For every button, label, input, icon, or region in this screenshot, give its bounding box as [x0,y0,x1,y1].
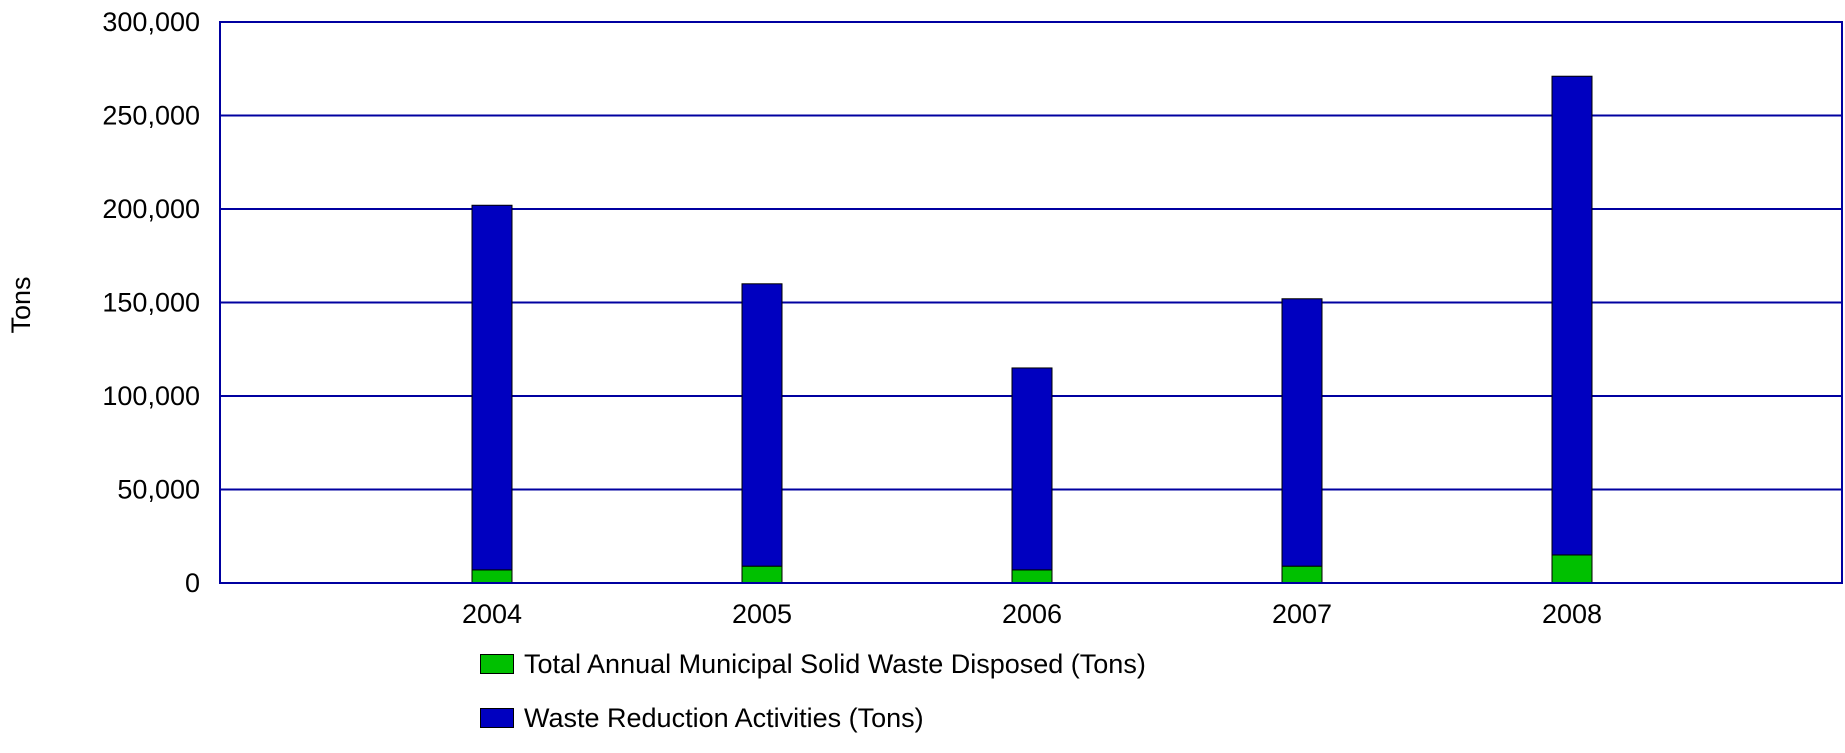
legend-label-disposed: Total Annual Municipal Solid Waste Dispo… [524,648,1146,679]
bar-2006-series-0 [1011,569,1053,584]
bar-2004-series-0 [471,569,513,584]
bar-2004-series-1 [471,204,513,571]
legend-swatch-reduction [480,708,514,728]
y-tick-label: 300,000 [102,7,200,37]
bar-2005-series-0 [741,565,783,584]
bar-2007-series-0 [1281,565,1323,584]
y-axis-tick-labels: 0 50,000 100,000 150,000 200,000 250,000 300,0… [102,7,200,598]
x-tick-label-2008: 2008 [1542,599,1602,629]
y-tick-label: 100,000 [102,381,200,411]
y-tick-label: 150,000 [102,288,200,318]
legend: Total Annual Municipal Solid Waste Dispo… [480,645,1146,753]
legend-item-disposed: Total Annual Municipal Solid Waste Dispo… [480,645,1146,683]
bar-2008-series-0 [1551,554,1593,584]
bar-2006-series-1 [1011,367,1053,571]
legend-label-reduction: Waste Reduction Activities (Tons) [524,702,924,733]
x-tick-label-2006: 2006 [1002,599,1062,629]
plot-frame [219,21,1843,584]
y-tick-label: 0 [185,568,200,598]
x-tick-label-2004: 2004 [462,599,522,629]
y-tick-label: 200,000 [102,194,200,224]
bars [471,75,1593,584]
chart: 0 50,000 100,000 150,000 200,000 250,000 300,0… [6,7,1843,629]
bar-2005-series-1 [741,283,783,567]
legend-swatch-disposed [480,654,514,674]
bar-2008-series-1 [1551,75,1593,556]
x-tick-label-2005: 2005 [732,599,792,629]
bar-2007-series-1 [1281,298,1323,567]
x-axis-tick-labels: 2004 2005 2006 2007 2008 [462,599,1602,629]
y-tick-label: 250,000 [102,101,200,131]
legend-item-reduction: Waste Reduction Activities (Tons) [480,699,1146,737]
y-axis-title: Tons [6,276,36,333]
x-tick-label-2007: 2007 [1272,599,1332,629]
y-tick-label: 50,000 [117,475,200,505]
